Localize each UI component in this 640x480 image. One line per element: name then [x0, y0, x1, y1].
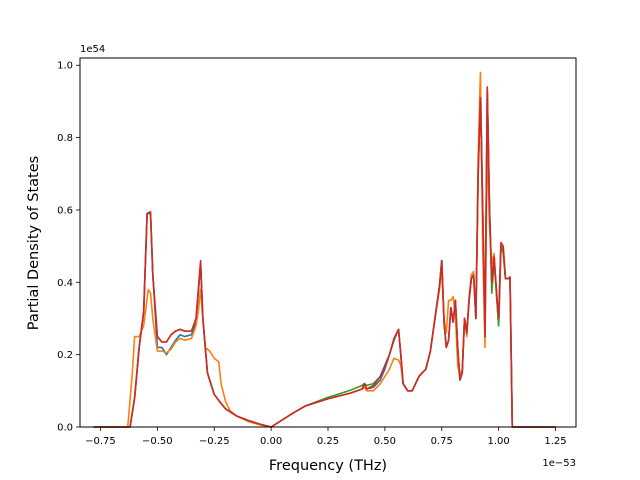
y-axis-offset-label: 1e54 — [80, 44, 105, 55]
x-tick-label: −0.50 — [142, 436, 173, 447]
x-tick-label: 0.75 — [431, 436, 453, 447]
y-tick-label: 0.2 — [57, 350, 73, 361]
x-axis-offset-label: 1e−53 — [542, 458, 576, 469]
x-tick-label: 1.25 — [544, 436, 566, 447]
series-line-4 — [93, 86, 556, 428]
y-tick-label: 0.8 — [57, 133, 73, 144]
x-tick-label: −0.75 — [85, 436, 116, 447]
y-tick-label: 0.0 — [57, 423, 73, 434]
series-layer — [93, 71, 556, 428]
y-tick-label: 0.6 — [57, 205, 73, 216]
x-axis-label: Frequency (THz) — [269, 458, 387, 474]
x-tick-label: 0.25 — [317, 436, 339, 447]
x-tick-label: 0.50 — [374, 436, 396, 447]
y-tick-label: 0.4 — [57, 278, 73, 289]
x-axis-ticks: −0.75 −0.50 −0.25 0.00 0.25 0.50 0.75 1.00 1.25 — [85, 427, 567, 447]
y-tick-label: 1.0 — [57, 61, 73, 72]
y-axis-ticks: 0.0 0.2 0.4 0.6 0.8 1.0 — [57, 61, 80, 434]
plot-frame — [79, 57, 577, 428]
plot-area — [93, 71, 556, 428]
y-axis-label: Partial Density of States — [26, 156, 42, 330]
x-tick-label: −0.25 — [199, 436, 230, 447]
x-tick-label: 1.00 — [488, 436, 510, 447]
x-tick-label: 0.00 — [260, 436, 282, 447]
